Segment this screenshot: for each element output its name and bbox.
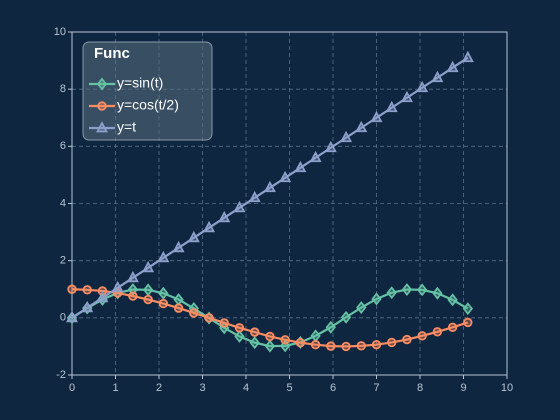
x-tick-label: 9 [460,382,466,394]
legend-label: y=sin(t) [117,75,163,91]
marker [432,327,443,337]
y-tick-label: 4 [60,197,66,209]
x-tick-label: 10 [501,382,513,394]
marker [355,120,368,133]
marker [66,310,78,323]
marker [234,323,245,333]
marker [142,260,155,273]
marker [370,110,383,123]
marker [340,310,352,324]
marker [447,322,458,332]
marker [400,90,413,103]
marker [233,200,246,213]
marker [96,121,108,133]
marker [158,298,169,309]
marker [173,293,184,306]
marker [263,180,276,193]
marker [265,331,275,342]
marker [280,335,290,345]
marker [325,320,336,334]
marker [417,283,428,297]
marker [157,250,170,263]
marker [82,285,92,295]
marker [218,210,231,223]
marker [172,240,185,253]
x-tick-label: 3 [199,382,205,394]
marker [295,338,306,348]
marker [111,280,124,293]
marker [432,286,443,300]
marker [371,340,382,350]
marker [97,101,107,111]
marker [173,303,184,313]
marker [431,70,444,83]
marker [356,301,367,314]
marker [96,290,109,303]
marker [309,150,322,163]
marker [402,334,412,345]
marker [385,100,398,113]
y-tick-label: -2 [56,369,66,381]
x-tick-label: 2 [156,382,162,394]
marker [446,60,459,73]
marker [204,313,214,323]
marker [294,160,307,173]
marker [340,130,353,143]
marker [126,270,139,283]
y-tick-label: 2 [60,255,66,267]
y-tick-label: 8 [60,83,66,95]
marker [417,331,427,341]
marker [248,190,261,203]
legend-label: y=cos(t/2) [117,97,179,113]
marker [158,286,169,300]
marker [447,293,458,307]
y-tick-label: 0 [60,312,66,324]
marker [187,230,200,243]
marker [143,294,153,305]
series-line [71,288,469,348]
marker [341,341,351,352]
marker [356,341,366,351]
marker [416,80,429,93]
plot-frame [71,31,508,376]
y-tick-label: 10 [54,26,66,38]
legend-label: y=t [117,119,136,135]
marker [234,329,245,343]
x-tick-label: 5 [286,382,292,394]
marker [96,77,108,91]
y-tick-label: 6 [60,140,66,152]
marker [371,292,382,306]
marker [249,327,260,337]
x-tick-label: 8 [417,382,423,394]
legend-box [82,41,213,141]
legend-title: Func [94,45,130,62]
marker [387,337,397,348]
marker [264,339,276,353]
marker [67,284,77,294]
marker [461,50,474,63]
marker [189,308,199,318]
marker [310,329,321,343]
x-tick-label: 4 [243,382,249,394]
marker [203,220,216,233]
x-tick-label: 7 [373,382,379,394]
x-tick-label: 6 [330,382,336,394]
x-tick-label: 0 [69,382,75,394]
marker [127,283,139,296]
marker [463,317,473,328]
marker [386,286,397,300]
marker [401,283,413,296]
marker [128,291,138,301]
x-tick-label: 1 [112,382,118,394]
marker [462,302,474,316]
marker [219,318,229,328]
marker [142,283,154,297]
marker [326,341,336,351]
marker [310,340,321,350]
marker [81,300,94,313]
marker [279,170,292,183]
marker [249,336,260,350]
marker [324,140,337,153]
